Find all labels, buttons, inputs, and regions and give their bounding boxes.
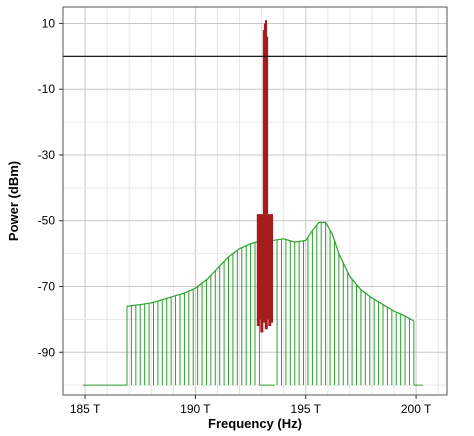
axes: 185 T 190 T 195 T 200 T 10 -10 -30 -50 -70 -90	[38, 6, 448, 416]
y-tick-label: -10	[38, 82, 56, 96]
y-tick-label: 10	[42, 16, 56, 30]
y-tick-label: -90	[38, 345, 56, 359]
x-tick-label: 185 T	[70, 402, 101, 416]
signal-series	[256, 20, 274, 333]
x-tick-label: 200 T	[401, 402, 432, 416]
y-axis-title: Power (dBm)	[6, 161, 21, 241]
plot-frame	[62, 6, 448, 396]
y-tick-label: -30	[38, 148, 56, 162]
signal-band	[256, 214, 274, 333]
wdm-channels-series	[82, 221, 423, 386]
x-tick-label: 195 T	[291, 402, 322, 416]
y-tick-label: -50	[38, 214, 56, 228]
x-axis-title: Frequency (Hz)	[208, 416, 302, 431]
x-tick-label: 190 T	[180, 402, 211, 416]
wdm-envelope	[126, 221, 415, 322]
series-layer	[82, 20, 423, 386]
wdm-channel-lines	[82, 222, 423, 386]
y-tick-label: -70	[38, 279, 56, 293]
